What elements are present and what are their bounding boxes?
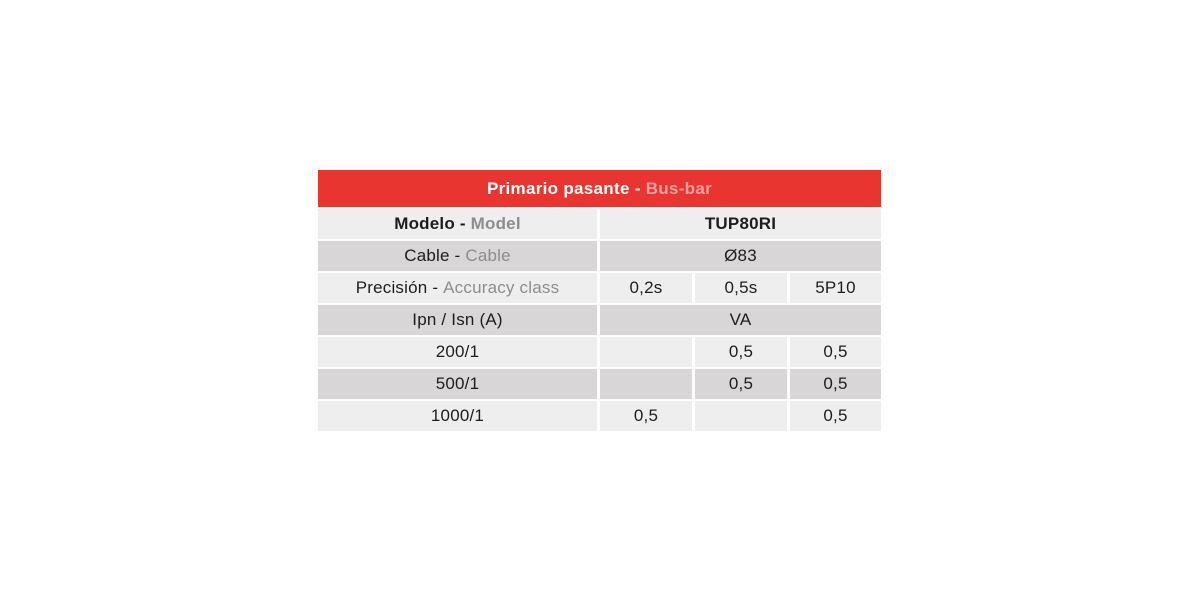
label-primary: Precisión - [355,278,444,297]
value-200-1-col3: 0,5 [790,337,881,367]
value-1000-1-col2 [695,401,787,431]
value-accuracy-class-1: 0,2s [600,273,692,303]
label-primary: 500/1 [435,374,480,393]
value-200-1-col1 [600,337,692,367]
value-200-1-col2: 0,5 [695,337,787,367]
value-500-1-col2: 0,5 [695,369,787,399]
value-1000-1-col3: 0,5 [790,401,881,431]
label-primary: Modelo - [394,214,471,233]
row-label-cable: Cable - Cable [318,241,597,271]
row-label-precision: Precisión - Accuracy class [318,273,597,303]
value-accuracy-class-2: 0,5s [695,273,787,303]
row-label-200-1: 200/1 [318,337,597,367]
row-label-1000-1: 1000/1 [318,401,597,431]
table-title-primary: Primario pasante - [486,178,646,198]
table-title-bar: Primario pasante - Bus-bar [318,170,881,207]
label-secondary: Cable [465,246,511,265]
label-primary: 1000/1 [430,406,485,425]
value-va-header: VA [600,305,881,335]
row-label-ipn-isn: Ipn / Isn (A) [318,305,597,335]
row-label-modelo: Modelo - Model [318,209,597,239]
label-primary: Ipn / Isn (A) [412,310,503,329]
table-title-secondary: Bus-bar [645,178,713,198]
value-500-1-col3: 0,5 [790,369,881,399]
value-1000-1-col1: 0,5 [600,401,692,431]
label-primary: Cable - [404,246,466,265]
value-model: TUP80RI [600,209,881,239]
product-spec-table: Primario pasante - Bus-bar Modelo - Mode… [318,170,881,431]
row-label-500-1: 500/1 [318,369,597,399]
label-secondary: Model [470,214,521,233]
value-500-1-col1 [600,369,692,399]
label-secondary: Accuracy class [443,278,560,297]
value-cable-diameter: Ø83 [600,241,881,271]
value-accuracy-class-3: 5P10 [790,273,881,303]
label-primary: 200/1 [435,342,480,361]
